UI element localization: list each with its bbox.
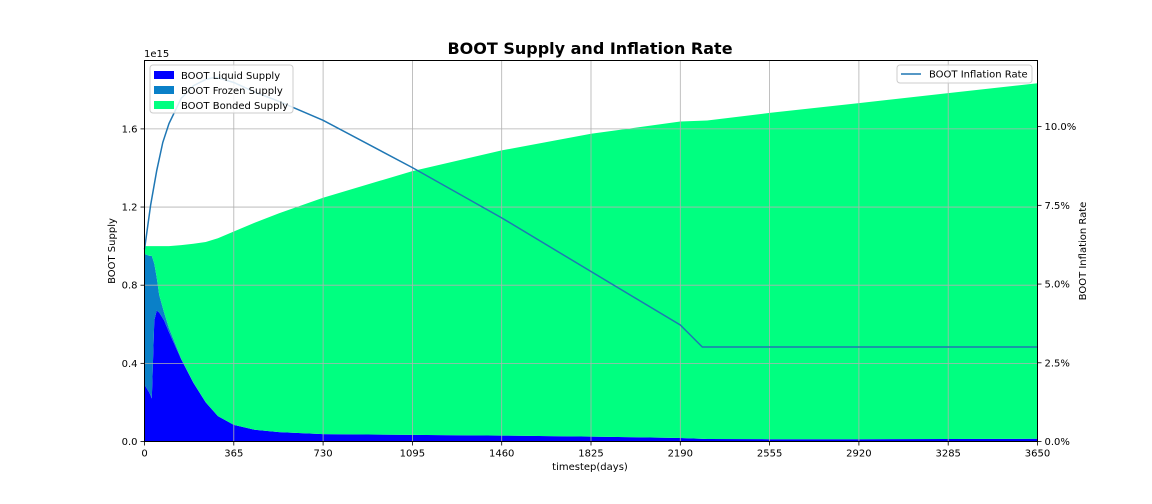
legend-right: BOOT Inflation Rate [896, 64, 1033, 84]
x-tick-label: 3650 [1025, 449, 1050, 460]
left-tick-label: 1.6 [122, 124, 138, 135]
right-tick-label: 0.0% [1045, 437, 1070, 448]
x-tick-label: 1095 [400, 449, 425, 460]
right-y-axis-ticks: 0.0% 2.5% 5.0% 7.5% 10.0% [1037, 122, 1077, 448]
x-tick-label: 365 [224, 449, 243, 460]
x-tick-label: 1460 [489, 449, 514, 460]
legend-right-label: BOOT Inflation Rate [929, 70, 1028, 81]
right-tick-label: 10.0% [1045, 122, 1077, 133]
x-axis-ticks: 0 365 730 1095 1460 1825 2190 2555 2920 3285 3650 [141, 441, 1050, 460]
legend-left-swatch [154, 101, 174, 109]
legend-left-label: BOOT Frozen Supply [181, 86, 283, 97]
x-axis-label: timestep(days) [552, 462, 628, 473]
left-tick-label: 0.4 [122, 359, 138, 370]
x-tick-label: 2920 [846, 449, 871, 460]
x-tick-label: 2555 [757, 449, 782, 460]
chart-title: BOOT Supply and Inflation Rate [447, 39, 732, 58]
left-tick-label: 1.2 [122, 203, 138, 214]
legend-right-frame [896, 64, 1033, 84]
left-tick-label: 0.0 [122, 437, 138, 448]
legend-left-frame [149, 64, 294, 114]
x-tick-label: 2190 [668, 449, 693, 460]
left-y-axis-label: BOOT Supply [107, 218, 118, 284]
legend-left: BOOT Liquid Supply BOOT Frozen Supply BOOT… [149, 64, 294, 114]
x-tick-label: 0 [141, 449, 147, 460]
legend-left-label: BOOT Liquid Supply [181, 71, 280, 82]
left-tick-label: 0.8 [122, 281, 138, 292]
x-tick-label: 3285 [935, 449, 960, 460]
legend-left-swatch [154, 86, 174, 94]
legend-left-swatch [154, 71, 174, 79]
left-y-axis-ticks: 0.0 0.4 0.8 1.2 1.6 [122, 124, 145, 448]
x-tick-label: 1825 [578, 449, 603, 460]
x-tick-label: 730 [314, 449, 333, 460]
left-axis-offset: 1e15 [144, 49, 169, 60]
legend-left-label: BOOT Bonded Supply [181, 101, 288, 112]
right-y-axis-label: BOOT Inflation Rate [1078, 202, 1089, 301]
right-tick-label: 7.5% [1045, 201, 1070, 212]
right-tick-label: 5.0% [1045, 280, 1070, 291]
right-tick-label: 2.5% [1045, 358, 1070, 369]
